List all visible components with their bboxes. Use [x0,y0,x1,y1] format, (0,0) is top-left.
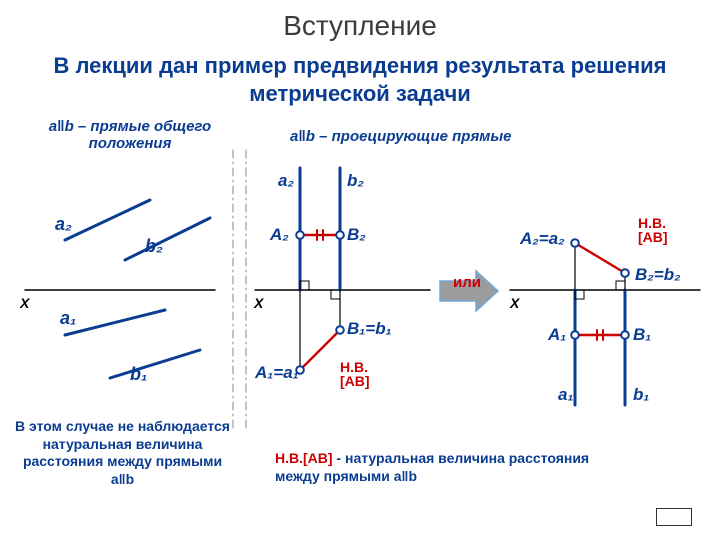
arrow-or-label: или [440,276,494,290]
center-footnote-red: Н.В.[AB] [275,450,333,466]
center-footnote: Н.В.[AB] - натуральная величина расстоян… [275,450,615,485]
page-number-box [656,508,692,526]
arrow-or: или [440,269,500,313]
left-footnote: В этом случае не наблюдается натуральная… [10,418,235,488]
hv-label-right: Н.В.[AB] [638,216,686,244]
hv-label-center: Н.В.[AB] [340,360,388,388]
